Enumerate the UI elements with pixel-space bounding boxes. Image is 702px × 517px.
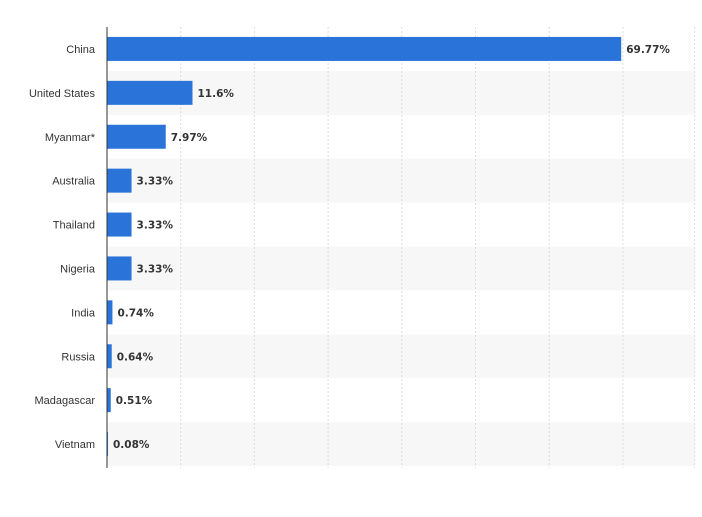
category-label: China [66,44,96,56]
bar [107,212,132,237]
bar [107,36,622,61]
category-label: United States [29,88,96,100]
data-label: 0.64% [117,351,154,363]
row-band [107,70,695,115]
row-band [107,158,695,203]
data-label: 69.77% [626,44,670,56]
category-label: Madagascar [34,395,95,407]
bar [107,256,132,281]
category-label: Thailand [53,220,95,232]
category-label: Australia [52,176,96,188]
row-band [107,246,695,291]
bar [107,300,113,325]
row-band [107,422,695,466]
category-label: Nigeria [60,263,96,275]
row-bands [107,70,695,466]
data-label: 0.74% [117,307,154,319]
data-label: 0.08% [113,439,150,451]
data-label: 7.97% [171,132,208,144]
category-label: Myanmar* [45,132,96,144]
value-labels: 69.77% 11.6% 7.97% 3.33% 3.33% 3.33% 0.74% 0.64… [113,44,670,451]
bar [107,80,193,105]
data-label: 0.51% [116,395,153,407]
bar [107,388,111,413]
row-band [107,334,695,379]
bar [107,344,112,369]
bar [107,168,132,193]
gridlines [180,27,696,468]
category-label: Russia [61,351,96,363]
bar [107,124,166,149]
data-label: 3.33% [137,263,174,275]
data-label: 11.6% [197,88,234,100]
data-label: 3.33% [137,220,174,232]
category-label: India [71,307,96,319]
category-label: Vietnam [55,439,95,451]
bars [107,36,622,457]
category-labels: China United States Myanmar* Australia Thail… [29,44,96,451]
data-label: 3.33% [137,176,174,188]
